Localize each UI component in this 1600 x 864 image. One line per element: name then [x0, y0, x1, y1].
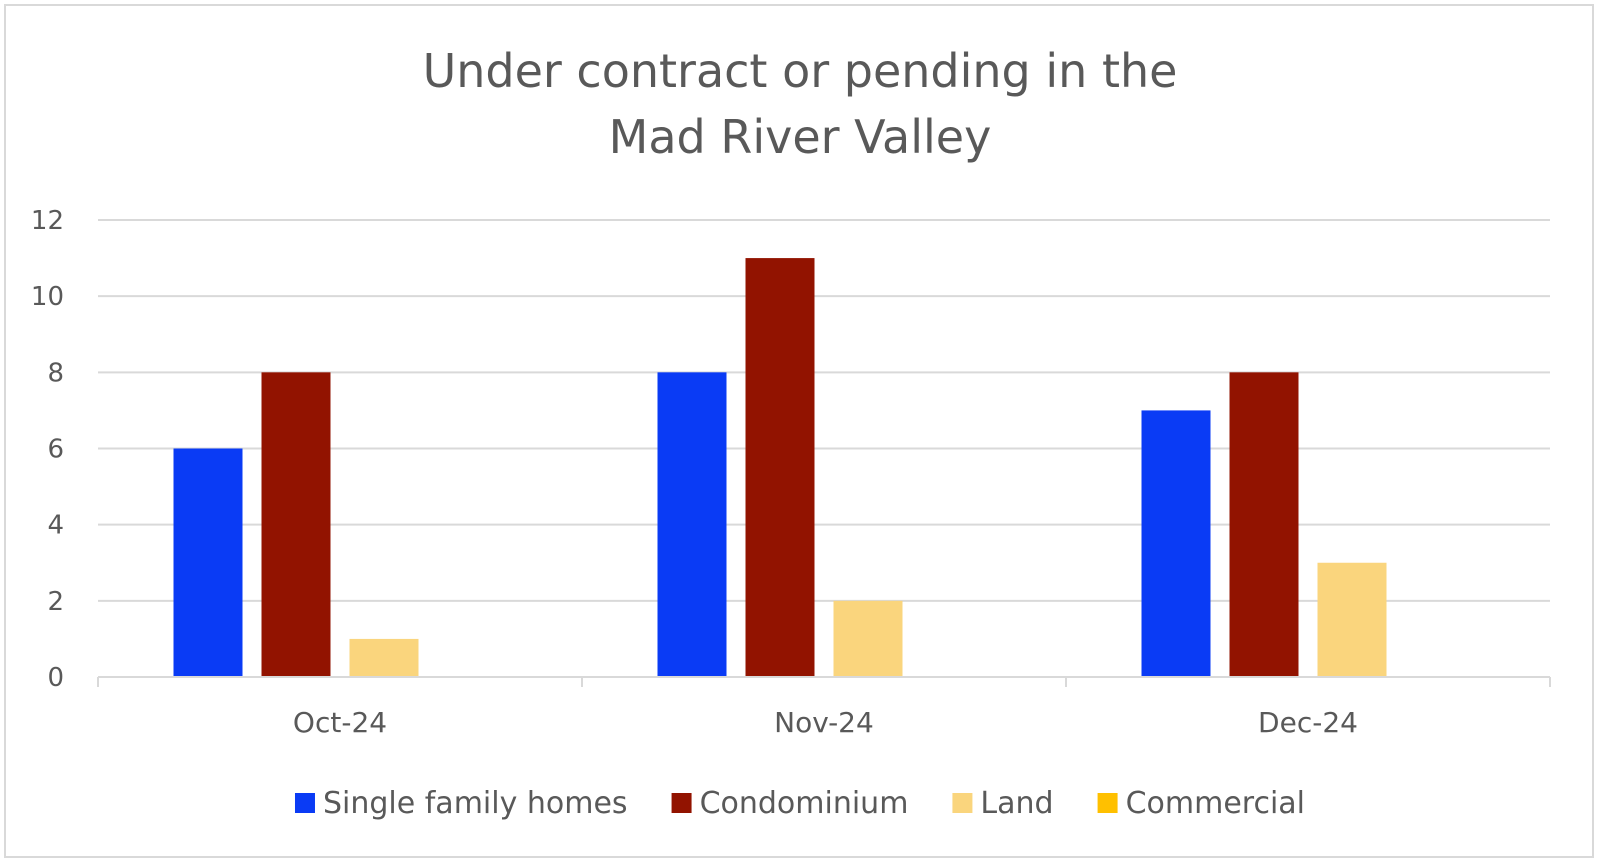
x-tick-label: Dec-24: [1258, 706, 1358, 739]
bar-condominium-nov-24: [745, 258, 815, 677]
legend-label: Single family homes: [323, 786, 628, 821]
y-axis-ticks: 0 2 4 6 8 10 12: [31, 206, 64, 693]
legend-swatch: [671, 793, 692, 813]
legend-swatch: [1097, 793, 1118, 813]
bar-land-nov-24: [833, 600, 903, 677]
y-tick-label: 6: [47, 435, 64, 465]
y-tick-label: 12: [31, 206, 64, 236]
bar-single-family-homes-oct-24: [173, 448, 243, 677]
y-tick-label: 10: [31, 282, 64, 312]
legend-label: Land: [980, 786, 1053, 821]
bar-single-family-homes-nov-24: [657, 372, 727, 677]
y-tick-label: 4: [47, 511, 64, 541]
legend-swatch: [952, 793, 973, 813]
bar-condominium-dec-24: [1229, 372, 1299, 677]
y-tick-label: 8: [47, 358, 64, 388]
x-axis: Oct-24 Nov-24 Dec-24: [97, 676, 1551, 739]
chart-title-line-1: Under contract or pending in the: [422, 44, 1178, 98]
legend-label: Condominium: [700, 786, 909, 821]
legend-swatch: [294, 793, 315, 813]
bars: [173, 258, 1387, 677]
chart-title: Under contract or pending in the Mad Riv…: [0, 38, 1600, 170]
legend-label: Commercial: [1126, 786, 1305, 821]
legend: Single family homes Condominium Land Commer…: [294, 786, 1305, 821]
x-tick-label: Nov-24: [774, 706, 874, 739]
x-tick-label: Oct-24: [293, 706, 387, 739]
y-tick-label: 0: [47, 663, 64, 693]
bar-land-dec-24: [1317, 562, 1387, 677]
y-tick-label: 2: [47, 587, 64, 617]
bar-condominium-oct-24: [261, 372, 331, 677]
bar-land-oct-24: [349, 638, 419, 677]
gridlines: [98, 219, 1550, 602]
chart-title-line-2: Mad River Valley: [608, 110, 992, 164]
bar-single-family-homes-dec-24: [1141, 410, 1211, 677]
